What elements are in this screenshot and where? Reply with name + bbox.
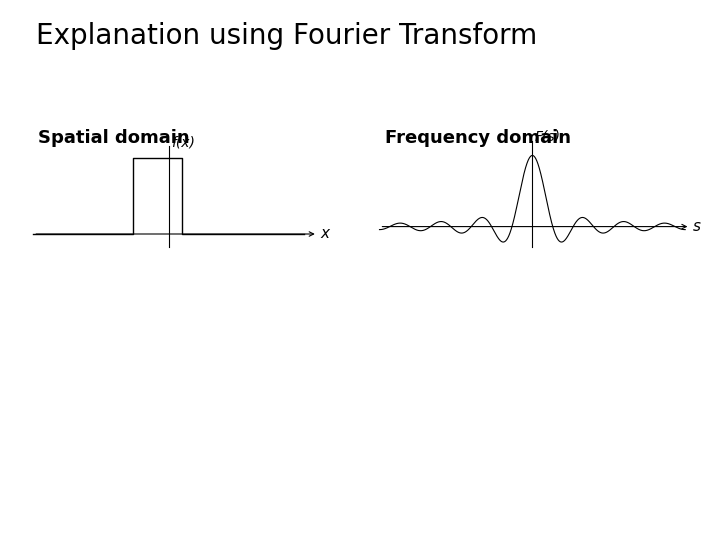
Text: s: s (693, 219, 701, 234)
Text: F(s): F(s) (534, 130, 560, 144)
Text: f(x): f(x) (171, 136, 195, 150)
Text: Frequency domain: Frequency domain (384, 129, 570, 147)
Text: Spatial domain: Spatial domain (38, 129, 189, 147)
Text: Explanation using Fourier Transform: Explanation using Fourier Transform (36, 22, 537, 50)
Text: x: x (320, 226, 329, 241)
